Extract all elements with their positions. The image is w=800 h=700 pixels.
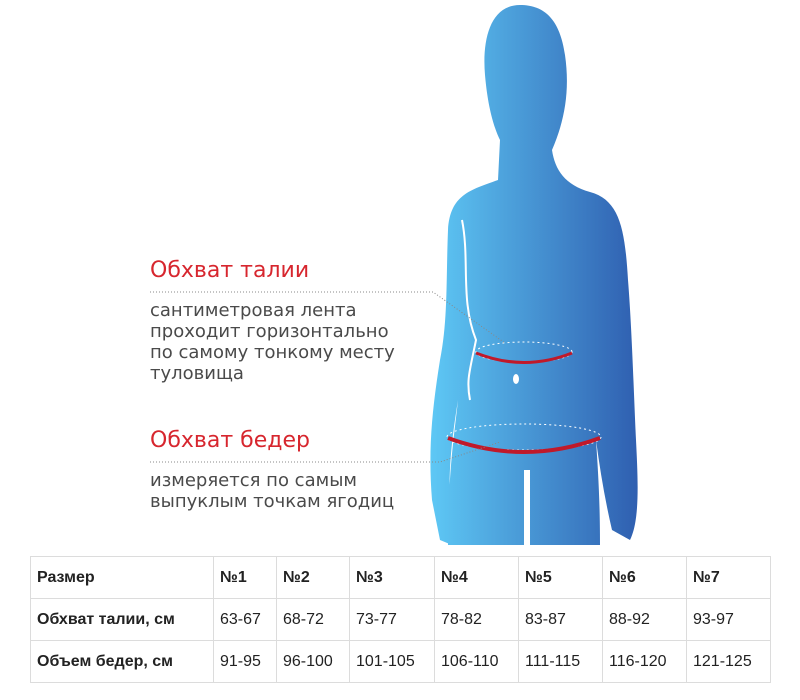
table-cell: №4 (434, 556, 519, 599)
text-line: измеряется по самым (150, 470, 357, 491)
table-row: Объем бедер, см 91-95 96-100 101-105 106… (30, 640, 771, 683)
table-cell: 68-72 (276, 598, 350, 641)
table-header-row: Размер №1 №2 №3 №4 №5 №6 №7 (30, 556, 771, 599)
table-cell: №2 (276, 556, 350, 599)
text-line: выпуклым точкам ягодиц (150, 491, 395, 512)
table-cell: 93-97 (686, 598, 771, 641)
table-cell: 106-110 (434, 640, 519, 683)
text-line: по самому тонкому месту (150, 342, 395, 363)
table-cell: 116-120 (602, 640, 687, 683)
text-line: сантиметровая лента (150, 300, 357, 321)
table-cell: 83-87 (518, 598, 603, 641)
table-cell: №1 (213, 556, 277, 599)
table-cell: 111-115 (518, 640, 603, 683)
text-line: проходит горизонтально (150, 321, 389, 342)
body-silhouette (150, 5, 638, 545)
waist-description: сантиметровая лента проходит горизонталь… (150, 300, 395, 384)
table-cell: 78-82 (434, 598, 519, 641)
hips-title: Обхват бедер (150, 428, 310, 453)
table-cell: №7 (686, 556, 771, 599)
table-cell: №3 (349, 556, 435, 599)
text-line: туловища (150, 363, 244, 384)
table-cell: Размер (30, 556, 214, 599)
table-cell: 96-100 (276, 640, 350, 683)
table-cell: 88-92 (602, 598, 687, 641)
table-cell: 101-105 (349, 640, 435, 683)
table-cell: 73-77 (349, 598, 435, 641)
table-row: Обхват талии, см 63-67 68-72 73-77 78-82… (30, 598, 771, 641)
table-cell: №5 (518, 556, 603, 599)
hips-description: измеряется по самым выпуклым точкам ягод… (150, 470, 394, 512)
table-cell: Объем бедер, см (30, 640, 214, 683)
size-table: Размер №1 №2 №3 №4 №5 №6 №7 Обхват талии… (30, 556, 771, 683)
table-cell: 63-67 (213, 598, 277, 641)
table-cell: 91-95 (213, 640, 277, 683)
waist-title: Обхват талии (150, 258, 310, 283)
table-cell: 121-125 (686, 640, 771, 683)
table-cell: №6 (602, 556, 687, 599)
table-cell: Обхват талии, см (30, 598, 214, 641)
